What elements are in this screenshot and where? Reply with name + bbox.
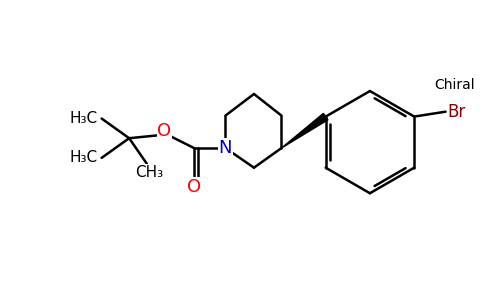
Text: Br: Br bbox=[448, 103, 466, 121]
Text: O: O bbox=[187, 178, 201, 196]
Text: H₃C: H₃C bbox=[70, 111, 98, 126]
Text: Chiral: Chiral bbox=[434, 78, 474, 92]
Text: CH₃: CH₃ bbox=[135, 165, 163, 180]
Text: N: N bbox=[219, 139, 232, 157]
Text: H₃C: H₃C bbox=[70, 150, 98, 165]
Text: O: O bbox=[157, 122, 172, 140]
Polygon shape bbox=[282, 113, 328, 148]
